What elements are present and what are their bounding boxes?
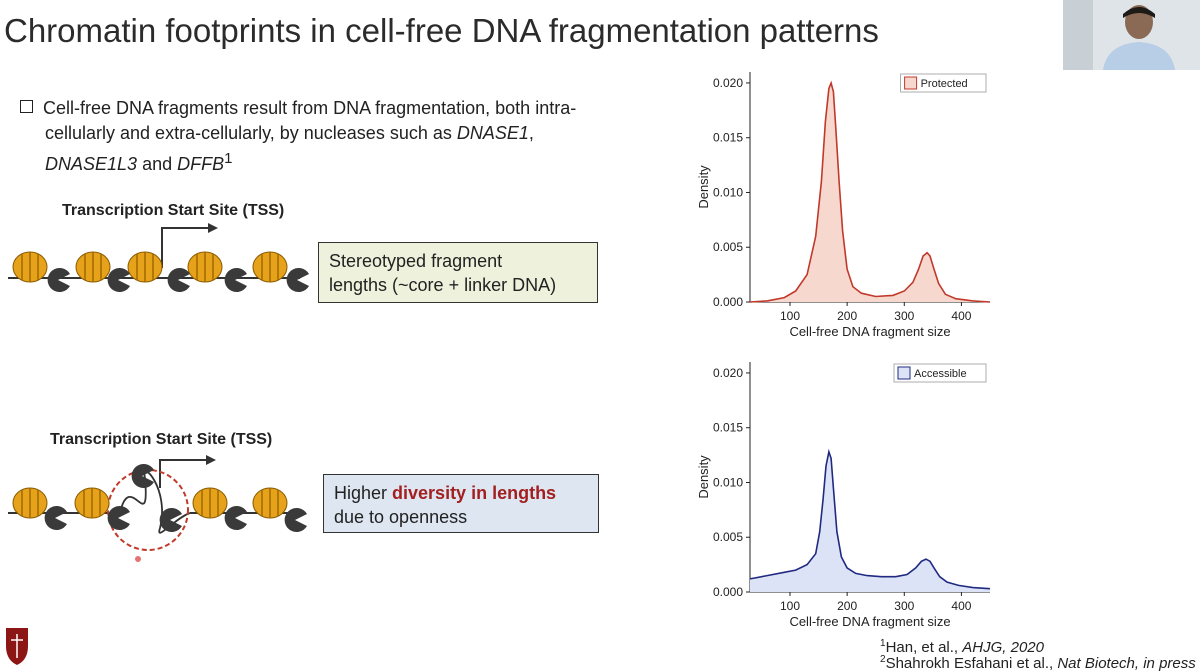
bullet-and: and [137, 154, 178, 174]
x-tick-label: 200 [837, 599, 857, 613]
x-tick-label: 200 [837, 309, 857, 323]
gene-dnase1: DNASE1 [456, 123, 529, 143]
legend-swatch [897, 366, 911, 380]
y-tick-label: 0.015 [713, 421, 743, 435]
callout-protected-line2: lengths (~core + linker DNA) [329, 275, 557, 295]
y-tick-label: 0.020 [713, 76, 743, 90]
ref1-journal: AHJG, 2020 [962, 639, 1044, 656]
bullet-line-2: cellularly and extra-cellularly, by nucl… [45, 123, 457, 143]
pacman-protein-icon [44, 464, 307, 532]
nucleosome-icon [12, 251, 288, 283]
y-tick-label: 0.010 [713, 475, 743, 489]
y-tick-label: 0.020 [713, 366, 743, 380]
x-tick-label: 300 [894, 599, 914, 613]
y-tick-label: 0.000 [713, 295, 743, 309]
density-line-accessible [749, 448, 991, 590]
callout-accessible-highlight: diversity in lengths [392, 483, 557, 503]
legend-label: Protected [921, 78, 968, 90]
density-chart-accessible: 0.000 0.005 0.010 0.015 0.020 100 200 300 400Cel… [696, 362, 991, 629]
bullet-line-1: Cell-free DNA fragments result from DNA … [43, 98, 577, 118]
tss-arrow-icon [208, 223, 218, 233]
ref1-sup: 1 [880, 638, 886, 649]
x-tick-label: 400 [951, 309, 971, 323]
x-tick-label: 300 [894, 309, 914, 323]
bullet-comma: , [528, 123, 534, 143]
legend-box [900, 73, 987, 93]
presenter-webcam [1063, 0, 1200, 70]
ref2-sup: 2 [880, 654, 886, 665]
ref2-text: Shahrokh Esfahani et al., [885, 655, 1058, 672]
y-tick-label: 0.000 [713, 585, 743, 599]
pacman-protein-icon [47, 268, 309, 292]
university-shield-logo [6, 628, 28, 665]
pointer-dot-icon [135, 556, 141, 562]
x-tick-label: 100 [780, 309, 800, 323]
callout-accessible-line2: due to openness [334, 507, 468, 527]
nucleosome-icon [12, 487, 288, 519]
density-line-protected [749, 80, 991, 303]
ref2-journal: Nat Biotech, in press [1057, 655, 1196, 672]
x-tick-label: 100 [780, 599, 800, 613]
callout-protected: Stereotyped fragment lengths (~core + li… [318, 242, 598, 303]
x-axis-label: Cell-free DNA fragment size [789, 614, 950, 629]
legend-label: Accessible [914, 368, 967, 380]
slide-title: Chromatin footprints in cell-free DNA fr… [4, 12, 879, 49]
tss-label-bottom: Transcription Start Site (TSS) [50, 431, 273, 448]
y-axis-label: Density [696, 165, 711, 209]
legend-swatch [904, 76, 918, 90]
callout-accessible: Higher diversity in lengths due to openn… [323, 474, 599, 533]
tss-arrow-icon [206, 455, 216, 465]
gene-dnase1l3: DNASE1L3 [45, 154, 138, 174]
ref-superscript: 1 [224, 150, 233, 167]
x-tick-label: 400 [951, 599, 971, 613]
bullet-point: Cell-free DNA fragments result from DNA … [20, 96, 660, 177]
chromatin-diagram-closed [8, 223, 309, 292]
chromatin-diagram-open [8, 455, 307, 562]
density-chart-protected: 0.000 0.005 0.010 0.015 0.020 100 200 300 400Cel… [696, 72, 991, 339]
callout-accessible-pre: Higher [334, 483, 393, 503]
reference-2: 2Shahrokh Esfahani et al., Nat Biotech, … [880, 654, 1196, 672]
density-area-protected [750, 83, 990, 302]
presenter-silhouette-icon [1063, 0, 1200, 70]
legend-box [893, 363, 987, 383]
callout-protected-line1: Stereotyped fragment [329, 251, 503, 271]
y-tick-label: 0.005 [713, 530, 743, 544]
y-axis-label: Density [696, 455, 711, 499]
ref1-text: Han, et al., [885, 639, 963, 656]
checkbox-bullet-icon [20, 100, 33, 113]
y-tick-label: 0.010 [713, 185, 743, 199]
y-tick-label: 0.015 [713, 131, 743, 145]
reference-1: 1Han, et al., AHJG, 2020 [880, 638, 1044, 656]
gene-dffb: DFFB [177, 154, 225, 174]
tss-label-top: Transcription Start Site (TSS) [62, 202, 285, 219]
x-axis-label: Cell-free DNA fragment size [789, 324, 950, 339]
density-area-accessible [750, 451, 990, 592]
y-tick-label: 0.005 [713, 240, 743, 254]
